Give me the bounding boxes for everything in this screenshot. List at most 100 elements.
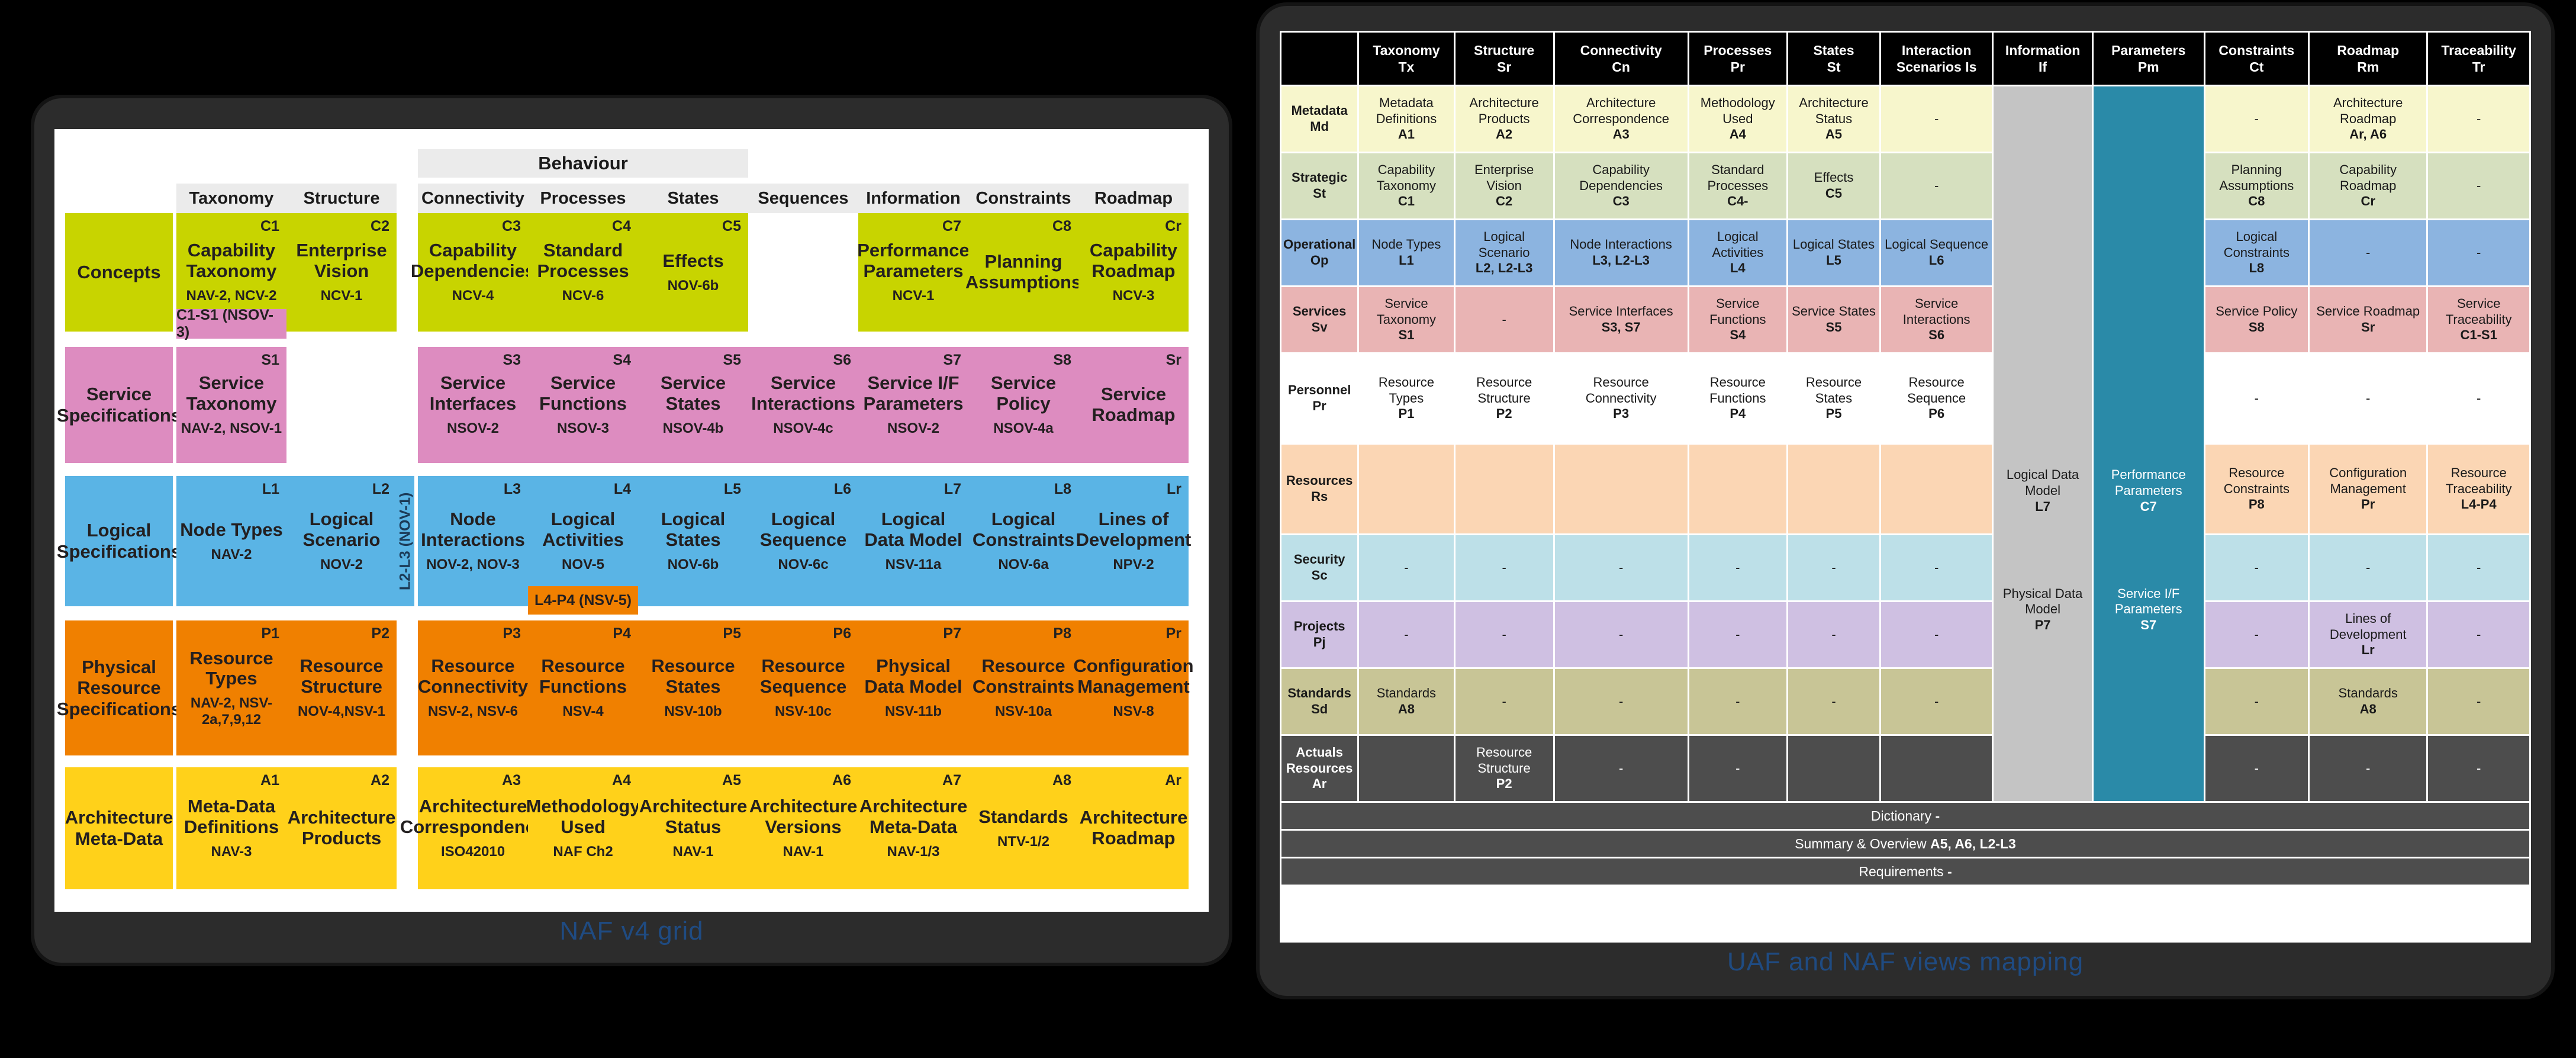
- cell-A8[interactable]: A8 Standards NTV-1/2: [968, 767, 1078, 889]
- cell-S8[interactable]: S8 Service Policy NSOV-4a: [968, 347, 1078, 463]
- cell-S4[interactable]: S4 Service Functions NSOV-3: [528, 347, 638, 463]
- table-cell[interactable]: Architecture Roadmap Ar, A6: [2310, 86, 2427, 152]
- cell-P5[interactable]: P5 Resource States NSV-10b: [638, 620, 748, 755]
- table-cell[interactable]: [1554, 445, 1688, 533]
- table-cell[interactable]: [1881, 445, 1992, 533]
- cell-P8[interactable]: P8 Resource Constraints NSV-10a: [968, 620, 1078, 755]
- table-cell[interactable]: Resource Sequence P6: [1881, 354, 1992, 443]
- table-cell[interactable]: -: [2205, 354, 2308, 443]
- cell-L8[interactable]: L8 Logical Constraints NOV-6a: [968, 476, 1078, 606]
- cell-Ar[interactable]: Ar Architecture Roadmap: [1078, 767, 1189, 889]
- table-cell[interactable]: Metadata Definitions A1: [1359, 86, 1454, 152]
- table-cell[interactable]: -: [1788, 602, 1880, 667]
- cell-S1[interactable]: S1 Service Taxonomy NAV-2, NSOV-1: [176, 347, 286, 463]
- cell-A5[interactable]: A5 Architecture Status NAV-1: [638, 767, 748, 889]
- table-cell[interactable]: Service Traceability C1-S1: [2428, 287, 2529, 352]
- cell-A1[interactable]: A1 Meta-Data Definitions NAV-3: [176, 767, 286, 889]
- table-cell[interactable]: -: [2205, 86, 2308, 152]
- table-cell[interactable]: -: [1554, 535, 1688, 600]
- cell-L3[interactable]: L3 Node Interactions NOV-2, NOV-3: [418, 476, 528, 606]
- table-cell[interactable]: -: [1455, 602, 1553, 667]
- table-cell[interactable]: Logical States L5: [1788, 220, 1880, 285]
- table-cell[interactable]: Enterprise Vision C2: [1455, 153, 1553, 218]
- table-cell[interactable]: -: [2428, 354, 2529, 443]
- cell-P2[interactable]: P2 Resource Structure NOV-4,NSV-1: [286, 620, 397, 755]
- table-cell[interactable]: -: [1788, 535, 1880, 600]
- table-cell[interactable]: -: [1881, 669, 1992, 734]
- table-cell[interactable]: -: [1689, 602, 1786, 667]
- connector-l4-p4[interactable]: L4-P4 (NSV-5): [528, 586, 638, 615]
- table-cell[interactable]: Logical Sequence L6: [1881, 220, 1992, 285]
- table-cell[interactable]: -: [2428, 86, 2529, 152]
- table-cell[interactable]: -: [1689, 736, 1786, 801]
- cell-Lr[interactable]: Lr Lines of Development NPV-2: [1076, 476, 1191, 606]
- table-cell[interactable]: -: [2428, 602, 2529, 667]
- cell-Cr[interactable]: Cr Capability Roadmap NCV-3: [1078, 213, 1189, 332]
- cell-A7[interactable]: A7 Architecture Meta-Data NAV-1/3: [858, 767, 968, 889]
- connector-c1-s1[interactable]: C1-S1 (NSOV-3): [176, 307, 286, 340]
- table-cell[interactable]: -: [1881, 535, 1992, 600]
- cell-C2[interactable]: C2 Enterprise Vision NCV-1: [286, 213, 397, 332]
- table-cell[interactable]: Resource Connectivity P3: [1554, 354, 1688, 443]
- table-cell[interactable]: [1788, 736, 1880, 801]
- merged-parameters-column[interactable]: Performance Parameters C7 Service I/F Para…: [2093, 86, 2204, 801]
- cell-A4[interactable]: A4 Methodology Used NAF Ch2: [526, 767, 640, 889]
- table-cell[interactable]: Logical Activities L4: [1689, 220, 1786, 285]
- cell-P3[interactable]: P3 Resource Connectivity NSV-2, NSV-6: [418, 620, 528, 755]
- table-cell[interactable]: -: [2428, 153, 2529, 218]
- table-cell[interactable]: [1359, 445, 1454, 533]
- table-cell[interactable]: -: [2428, 535, 2529, 600]
- cell-C8[interactable]: C8 Planning Assumptions: [965, 213, 1081, 332]
- cell-L4[interactable]: L4 Logical Activities NOV-5: [528, 476, 638, 606]
- cell-S5[interactable]: S5 Service States NSOV-4b: [638, 347, 748, 463]
- table-cell[interactable]: -: [1455, 287, 1553, 352]
- table-cell[interactable]: Standards A8: [1359, 669, 1454, 734]
- table-cell[interactable]: Resource Functions P4: [1689, 354, 1786, 443]
- table-cell[interactable]: -: [1881, 602, 1992, 667]
- table-cell[interactable]: -: [1455, 535, 1553, 600]
- table-cell[interactable]: Standard Processes C4-: [1689, 153, 1786, 218]
- cell-P1[interactable]: P1 Resource Types NAV-2, NSV-2a,7,9,12: [176, 620, 286, 755]
- footer-summary-overview[interactable]: Summary & Overview A5, A6, L2-L3: [1281, 831, 2529, 857]
- table-cell[interactable]: Resource Traceability L4-P4: [2428, 445, 2529, 533]
- table-cell[interactable]: Service Interactions S6: [1881, 287, 1992, 352]
- table-cell[interactable]: Lines of Development Lr: [2310, 602, 2427, 667]
- table-cell[interactable]: Architecture Status A5: [1788, 86, 1880, 152]
- table-cell[interactable]: -: [1788, 669, 1880, 734]
- table-cell[interactable]: -: [1689, 535, 1786, 600]
- cell-L7[interactable]: L7 Logical Data Model NSV-11a: [858, 476, 968, 606]
- table-cell[interactable]: -: [1455, 669, 1553, 734]
- table-cell[interactable]: -: [1554, 669, 1688, 734]
- merged-information-column[interactable]: Logical Data Model L7 Physical Data Model P…: [1994, 86, 2092, 801]
- table-cell[interactable]: Service Roadmap Sr: [2310, 287, 2427, 352]
- table-cell[interactable]: -: [2428, 736, 2529, 801]
- cell-L1[interactable]: L1 Node Types NAV-2: [176, 476, 286, 606]
- table-cell[interactable]: Resource States P5: [1788, 354, 1880, 443]
- table-cell[interactable]: [1881, 736, 1992, 801]
- cell-L6[interactable]: L6 Logical Sequence NOV-6c: [748, 476, 858, 606]
- cell-C3[interactable]: C3 Capability Dependencies NCV-4: [411, 213, 535, 332]
- table-cell[interactable]: Node Interactions L3, L2-L3: [1554, 220, 1688, 285]
- cell-A3[interactable]: A3 Architecture Correspondence ISO42010: [400, 767, 546, 889]
- table-cell[interactable]: [1359, 736, 1454, 801]
- table-cell[interactable]: Service Policy S8: [2205, 287, 2308, 352]
- table-cell[interactable]: Standards A8: [2310, 669, 2427, 734]
- cell-C7[interactable]: C7 Performance Parameters NCV-1: [857, 213, 970, 332]
- table-cell[interactable]: -: [1359, 602, 1454, 667]
- table-cell[interactable]: Resource Structure P2: [1455, 354, 1553, 443]
- table-cell[interactable]: Effects C5: [1788, 153, 1880, 218]
- cell-C5[interactable]: C5 Effects NOV-6b: [638, 213, 748, 332]
- table-cell[interactable]: Resource Types P1: [1359, 354, 1454, 443]
- cell-S3[interactable]: S3 Service Interfaces NSOV-2: [418, 347, 528, 463]
- table-cell[interactable]: Capability Taxonomy C1: [1359, 153, 1454, 218]
- table-cell[interactable]: Configuration Management Pr: [2310, 445, 2427, 533]
- table-cell[interactable]: Capability Dependencies C3: [1554, 153, 1688, 218]
- table-cell[interactable]: -: [1881, 86, 1992, 152]
- table-cell[interactable]: Logical Constraints L8: [2205, 220, 2308, 285]
- table-cell[interactable]: -: [2428, 669, 2529, 734]
- table-cell[interactable]: Resource Constraints P8: [2205, 445, 2308, 533]
- table-cell[interactable]: Service Functions S4: [1689, 287, 1786, 352]
- table-cell[interactable]: -: [2205, 736, 2308, 801]
- table-cell[interactable]: Architecture Correspondence A3: [1554, 86, 1688, 152]
- connector-l2-l3[interactable]: L2-L3 (NOV-1): [397, 476, 414, 606]
